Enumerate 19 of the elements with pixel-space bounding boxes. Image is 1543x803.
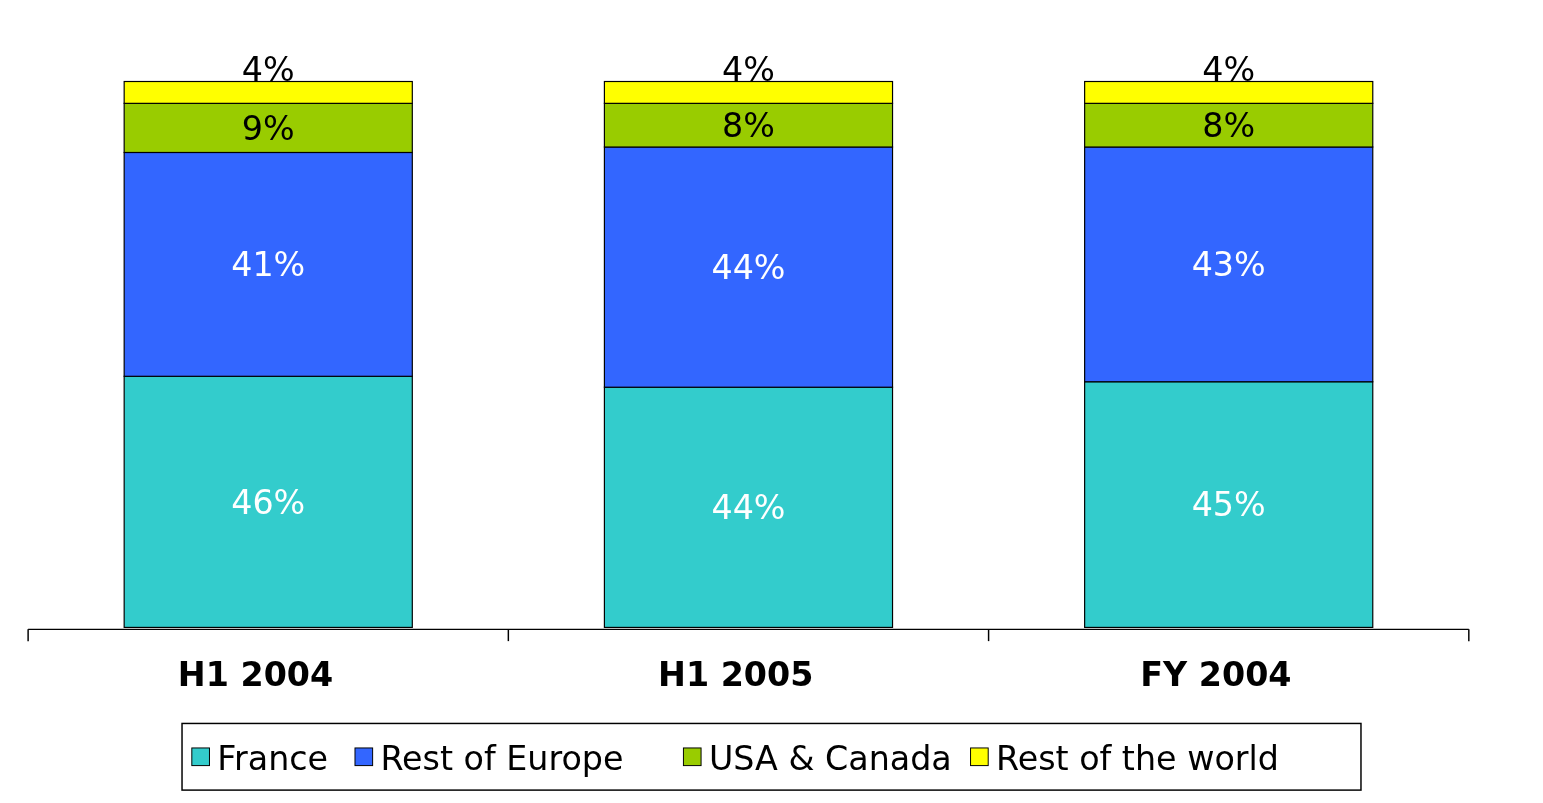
legend-label: Rest of Europe bbox=[380, 739, 624, 779]
data-label: 44% bbox=[711, 487, 786, 527]
data-label: 4% bbox=[722, 50, 775, 90]
x-tick-label: H1 2005 bbox=[658, 655, 814, 695]
data-label: 41% bbox=[231, 245, 306, 285]
x-tick-label: H1 2004 bbox=[177, 655, 334, 695]
legend-label: Rest of the world bbox=[996, 739, 1279, 779]
x-tick-label: FY 2004 bbox=[1140, 655, 1292, 695]
data-label: 8% bbox=[722, 105, 775, 145]
data-label: 43% bbox=[1191, 245, 1266, 285]
data-label: 4% bbox=[1202, 50, 1256, 90]
legend-label: USA & Canada bbox=[708, 739, 952, 779]
legend-label: France bbox=[217, 739, 329, 779]
data-label: 4% bbox=[241, 50, 295, 90]
data-label: 46% bbox=[231, 482, 306, 522]
data-label: 8% bbox=[1202, 105, 1256, 145]
data-label: 45% bbox=[1191, 485, 1266, 525]
data-label: 9% bbox=[241, 108, 295, 148]
data-label: 44% bbox=[711, 247, 786, 287]
